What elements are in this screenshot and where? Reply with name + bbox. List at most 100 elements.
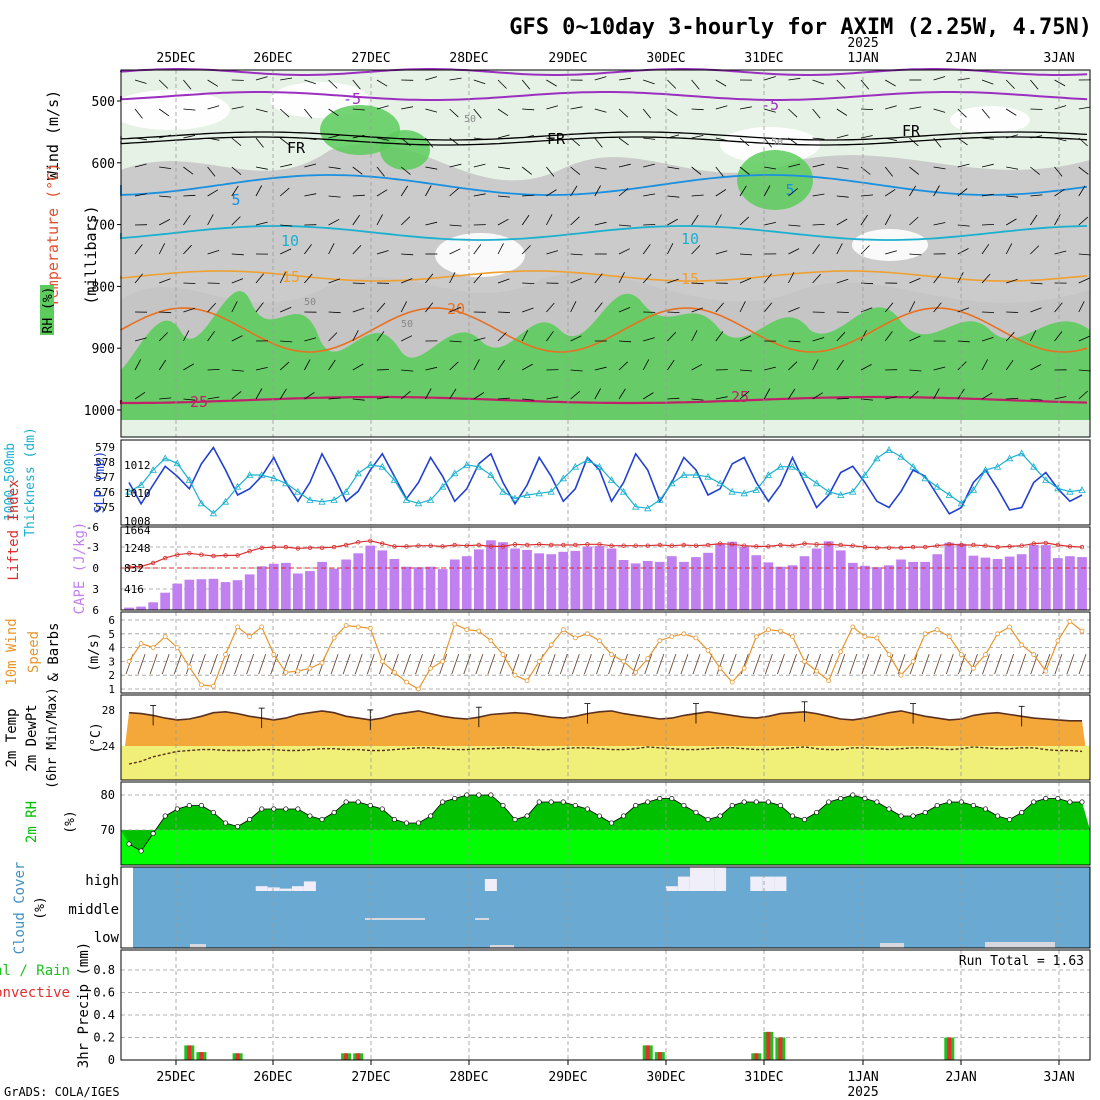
cape-bar — [232, 580, 243, 610]
contour-label: 10 — [281, 232, 299, 250]
wind-speed-point — [971, 665, 976, 671]
slp-left-tick: 577 — [95, 471, 115, 484]
wind-barb — [739, 277, 752, 284]
wind-barb — [909, 301, 916, 313]
wind-barb — [546, 189, 557, 197]
rh-point — [355, 799, 361, 805]
wind-barb — [836, 331, 846, 342]
wind-barb — [521, 214, 530, 226]
lifted-index-point — [1055, 542, 1061, 548]
lifted-index-point — [935, 543, 940, 548]
cape-bar — [703, 552, 713, 610]
wind-barb — [304, 359, 311, 371]
wind-barb — [1054, 105, 1067, 110]
wind-barb — [473, 359, 480, 371]
wind-barb — [667, 359, 675, 371]
rh-point — [440, 799, 446, 805]
wind-barb — [789, 654, 797, 675]
wind-barb — [449, 272, 456, 284]
wind-speed-point — [778, 628, 783, 634]
wind-barb — [957, 361, 967, 371]
lifted-index-point — [464, 543, 469, 548]
wind-barb — [449, 108, 459, 118]
wind-barb — [763, 137, 773, 148]
thickness-point — [885, 446, 893, 453]
wind-barb — [933, 222, 946, 226]
wind-barb — [207, 396, 220, 400]
panel-label: 10m Wind — [4, 618, 20, 685]
wind-barb — [643, 79, 655, 85]
wind-barb — [618, 388, 626, 400]
wind-barb — [400, 390, 411, 400]
wind-barb — [207, 330, 215, 342]
wind-barb — [280, 77, 293, 81]
wind-barb — [643, 337, 655, 342]
wind-barb — [255, 302, 264, 313]
wind-barb — [691, 307, 704, 313]
wind-barb — [1054, 166, 1063, 177]
cloud-high-bar — [702, 867, 714, 891]
wind-barb — [739, 390, 750, 400]
lifted-index-point — [392, 544, 397, 549]
wind-barb — [521, 79, 531, 90]
wind-barb — [255, 108, 268, 113]
cape-bar — [739, 546, 750, 610]
wind-barb — [836, 134, 849, 139]
li-tick: 3 — [92, 583, 99, 596]
wind-barb — [715, 331, 724, 342]
wind-barb — [788, 188, 798, 197]
wind-barb — [570, 369, 583, 372]
lifted-index-point — [983, 543, 988, 548]
lifted-index-point — [283, 544, 288, 550]
rh-point — [536, 799, 542, 805]
wind-barb — [499, 654, 508, 675]
wind-speed-point — [826, 678, 832, 684]
wind-barb — [739, 137, 750, 147]
precip-tick: 0 — [108, 1053, 115, 1067]
cape-bar — [353, 553, 364, 610]
wind-barb — [473, 392, 485, 400]
thickness-point — [1005, 454, 1014, 462]
wind-barb — [618, 248, 630, 255]
wind-tick: 4 — [108, 642, 115, 655]
wind-barb — [497, 108, 509, 117]
thickness-point — [716, 479, 724, 487]
thickness-point — [270, 474, 278, 482]
cape-bar — [244, 574, 255, 610]
wind-barb — [173, 654, 182, 675]
wind-barb — [788, 248, 800, 255]
wind-barb — [342, 654, 351, 675]
wind-speed-point — [259, 624, 265, 630]
thickness-point — [1066, 487, 1074, 495]
precip-convective-bar — [766, 1031, 771, 1060]
chart-title: GFS 0~10day 3-hourly for AXIM (2.25W, 4.… — [509, 15, 1092, 40]
wind-barb — [158, 108, 170, 117]
thickness-point — [631, 502, 640, 510]
wind-barb — [403, 654, 411, 675]
wind-speed-point — [1031, 652, 1037, 657]
wind-barb — [970, 654, 978, 675]
wind-barb — [667, 108, 678, 116]
wind-barb — [234, 654, 242, 675]
rh-point — [633, 802, 639, 809]
wind-barb — [497, 359, 506, 371]
wind-barb — [352, 363, 364, 371]
wind-barb — [836, 278, 849, 284]
wind-barb — [981, 193, 994, 197]
cape-bar — [630, 563, 641, 610]
cape-bar — [1053, 558, 1063, 610]
wind-barb — [1005, 218, 1017, 226]
wind-speed-point — [536, 659, 542, 664]
rh-point — [1067, 799, 1073, 805]
wind-barb — [521, 166, 532, 175]
wind-speed-point — [585, 631, 590, 637]
lifted-index-point — [331, 544, 337, 550]
panel-label: Cloud Cover — [12, 862, 28, 955]
wind-barb — [425, 302, 434, 313]
wind-barb — [885, 654, 894, 675]
wind-barb — [304, 244, 312, 255]
wind-barb — [522, 307, 534, 313]
wind-barb — [801, 654, 809, 675]
precip-total-label: Total / Rain — [0, 963, 70, 979]
